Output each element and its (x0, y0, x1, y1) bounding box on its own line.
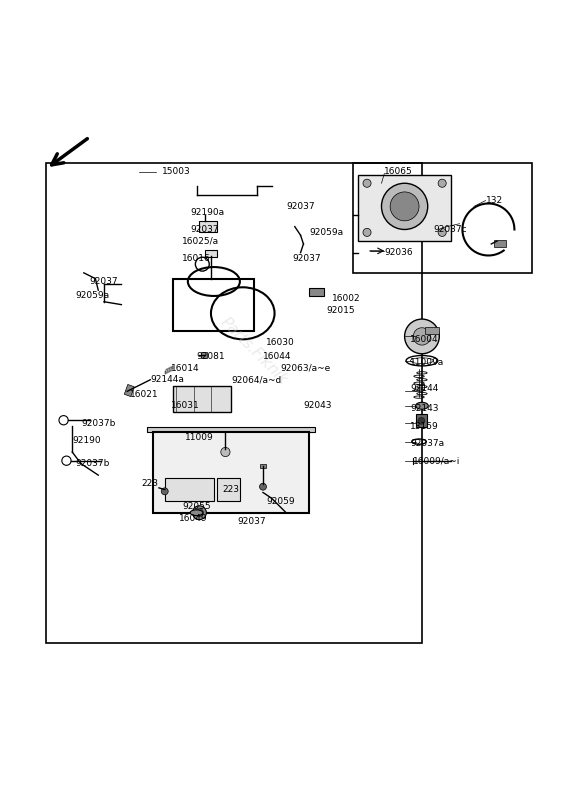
Circle shape (363, 179, 371, 187)
Text: 92037: 92037 (237, 517, 266, 526)
Circle shape (418, 418, 425, 424)
Text: 92081: 92081 (197, 352, 225, 361)
Text: 92015: 92015 (327, 306, 355, 315)
Text: 16025/a: 16025/a (182, 237, 219, 246)
Bar (170, 367, 172, 370)
Bar (217, 478, 240, 501)
Bar (165, 370, 166, 374)
Bar (165, 478, 214, 501)
Text: 16021: 16021 (130, 390, 159, 398)
Bar (199, 221, 217, 232)
Text: 92059a: 92059a (75, 291, 109, 301)
Text: 223: 223 (142, 479, 158, 488)
Text: 92037b: 92037b (81, 418, 115, 428)
Circle shape (195, 509, 203, 517)
Text: 92143: 92143 (410, 404, 439, 413)
Circle shape (381, 183, 428, 230)
Text: 92036: 92036 (384, 248, 413, 257)
Bar (425, 326, 439, 334)
Bar (124, 385, 134, 397)
Bar (172, 366, 173, 370)
Text: 16014: 16014 (171, 364, 199, 373)
Bar (166, 370, 168, 373)
Text: 11009: 11009 (185, 433, 214, 442)
Text: 92037b: 92037b (75, 459, 109, 468)
Text: 92037c: 92037c (434, 225, 467, 234)
Circle shape (405, 319, 439, 354)
Bar (46, 163, 422, 642)
Bar (147, 427, 315, 432)
Bar (168, 368, 170, 372)
Text: 92144a: 92144a (150, 375, 184, 384)
Text: 92037a: 92037a (410, 439, 444, 448)
Bar (353, 163, 532, 273)
Text: 92144: 92144 (410, 384, 439, 393)
Bar (416, 414, 427, 427)
Text: 16004: 16004 (410, 335, 439, 344)
Circle shape (363, 228, 371, 237)
Text: 92037: 92037 (90, 277, 118, 286)
Text: 92064/a~d: 92064/a~d (231, 375, 281, 384)
Bar (309, 288, 324, 296)
Text: 15003: 15003 (162, 167, 191, 176)
Text: 92055: 92055 (182, 502, 211, 511)
Text: 92190a: 92190a (191, 208, 225, 217)
Text: 13159: 13159 (410, 422, 439, 430)
Bar (201, 352, 207, 358)
Text: 92043: 92043 (303, 402, 332, 410)
Text: Parts.Fiknik: Parts.Fiknik (218, 314, 291, 387)
Bar (260, 463, 266, 468)
Circle shape (221, 447, 230, 457)
Text: 16065: 16065 (384, 167, 413, 176)
Text: 92037: 92037 (286, 202, 315, 211)
Circle shape (192, 506, 206, 520)
Text: 92037: 92037 (191, 225, 220, 234)
Bar (358, 174, 451, 241)
Text: 92037: 92037 (292, 254, 321, 263)
Circle shape (390, 192, 419, 221)
Text: 92059: 92059 (266, 497, 295, 506)
Text: 223: 223 (223, 485, 239, 494)
Bar (205, 250, 217, 257)
Text: 132: 132 (486, 196, 503, 205)
Text: 92063/a~e: 92063/a~e (280, 364, 331, 373)
Text: 16016: 16016 (182, 254, 211, 263)
Circle shape (413, 328, 431, 345)
Bar (153, 432, 309, 513)
Circle shape (438, 179, 446, 187)
Ellipse shape (190, 510, 203, 516)
Circle shape (161, 488, 168, 494)
Text: 16009/a~i: 16009/a~i (413, 456, 461, 465)
Ellipse shape (416, 402, 428, 410)
Text: 16030: 16030 (266, 338, 295, 346)
Text: 16044: 16044 (263, 352, 291, 361)
Text: 92190: 92190 (72, 436, 101, 445)
Circle shape (260, 483, 266, 490)
Text: 16002: 16002 (332, 294, 361, 303)
Bar (494, 241, 506, 247)
Text: 92059a: 92059a (309, 228, 343, 237)
Bar (173, 278, 254, 330)
Text: 11009a: 11009a (410, 358, 444, 367)
Text: 16049: 16049 (179, 514, 208, 523)
Bar (173, 386, 231, 411)
Circle shape (438, 228, 446, 237)
Text: 16031: 16031 (171, 402, 199, 410)
